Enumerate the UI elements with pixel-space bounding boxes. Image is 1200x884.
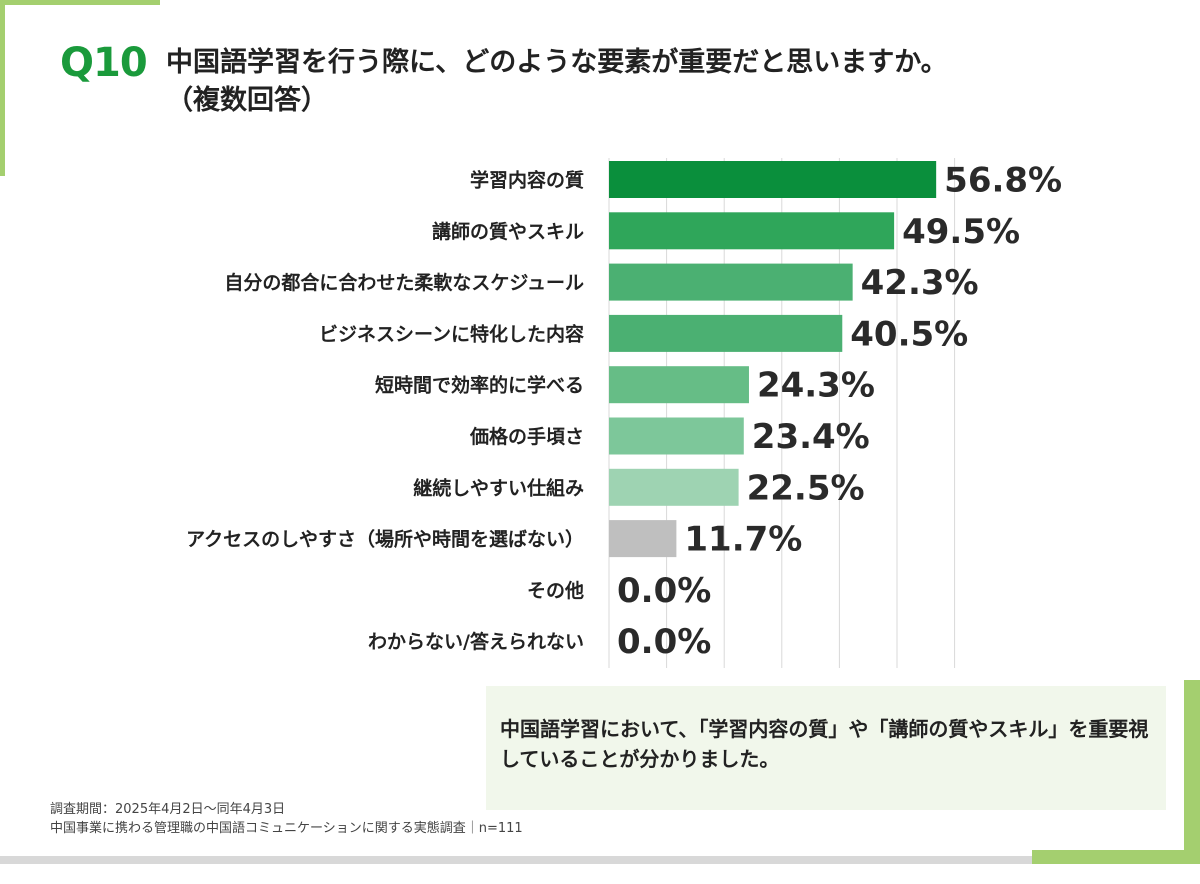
value-label: 56.8% bbox=[944, 161, 1062, 201]
bottom-margin bbox=[0, 864, 1200, 884]
category-label: 価格の手頃さ bbox=[469, 425, 584, 448]
value-label: 23.4% bbox=[752, 417, 870, 457]
bottom-shadow-strip bbox=[0, 856, 1032, 864]
question-number: Q10 bbox=[60, 40, 148, 86]
bar bbox=[609, 212, 895, 250]
question-title-line1: 中国語学習を行う際に、どのような要素が重要だと思いますか。 bbox=[166, 47, 948, 78]
category-label: わからない/答えられない bbox=[368, 630, 584, 653]
question-title: 中国語学習を行う際に、どのような要素が重要だと思いますか。 （複数回答） bbox=[166, 44, 948, 120]
bar bbox=[609, 366, 749, 404]
bar bbox=[609, 417, 744, 455]
value-label: 24.3% bbox=[757, 366, 875, 406]
category-label: 短時間で効率的に学べる bbox=[375, 374, 584, 397]
value-label: 49.5% bbox=[902, 212, 1020, 252]
value-label: 40.5% bbox=[850, 314, 968, 354]
value-label: 42.3% bbox=[861, 263, 979, 303]
value-label: 0.0% bbox=[617, 622, 711, 662]
right-accent-bar bbox=[1184, 680, 1200, 864]
question-title-line2: （複数回答） bbox=[166, 85, 328, 116]
category-label: 自分の都合に合わせた柔軟なスケジュール bbox=[224, 271, 584, 294]
bar bbox=[609, 468, 739, 506]
summary-text: 中国語学習において、「学習内容の質」や「講師の質やスキル」を重要視していることが… bbox=[500, 717, 1149, 771]
survey-period: 調査期間：2025年4月2日～同年4月3日 bbox=[50, 802, 286, 817]
category-label: ビジネスシーンに特化した内容 bbox=[319, 322, 584, 345]
chart-bars: 学習内容の質 56.8% 講師の質やスキル 49.5% 自分の都合に合わせた柔軟なスケジ… bbox=[186, 161, 1062, 663]
bar-chart: 学習内容の質 56.8% 講師の質やスキル 49.5% 自分の都合に合わせた柔軟なスケジ… bbox=[186, 158, 1062, 668]
value-label: 0.0% bbox=[617, 571, 711, 611]
category-label: アクセスのしやすさ（場所や時間を選ばない） bbox=[186, 528, 584, 551]
bottom-accent-bar bbox=[1032, 850, 1200, 864]
value-label: 22.5% bbox=[747, 468, 865, 508]
summary-box: 中国語学習において、「学習内容の質」や「講師の質やスキル」を重要視していることが… bbox=[486, 686, 1166, 810]
top-accent-bar bbox=[0, 0, 160, 5]
category-label: 継続しやすい仕組み bbox=[413, 476, 584, 499]
bar bbox=[609, 520, 677, 558]
category-label: その他 bbox=[527, 579, 584, 602]
left-accent-bar bbox=[0, 0, 5, 176]
category-label: 学習内容の質 bbox=[470, 169, 584, 192]
survey-description: 中国事業に携わる管理職の中国語コミュニケーションに関する実態調査｜n=111 bbox=[50, 821, 523, 836]
bar bbox=[609, 161, 937, 198]
bar bbox=[609, 263, 853, 301]
category-label: 講師の質やスキル bbox=[432, 220, 584, 243]
value-label: 11.7% bbox=[684, 520, 802, 560]
bar bbox=[609, 314, 843, 352]
